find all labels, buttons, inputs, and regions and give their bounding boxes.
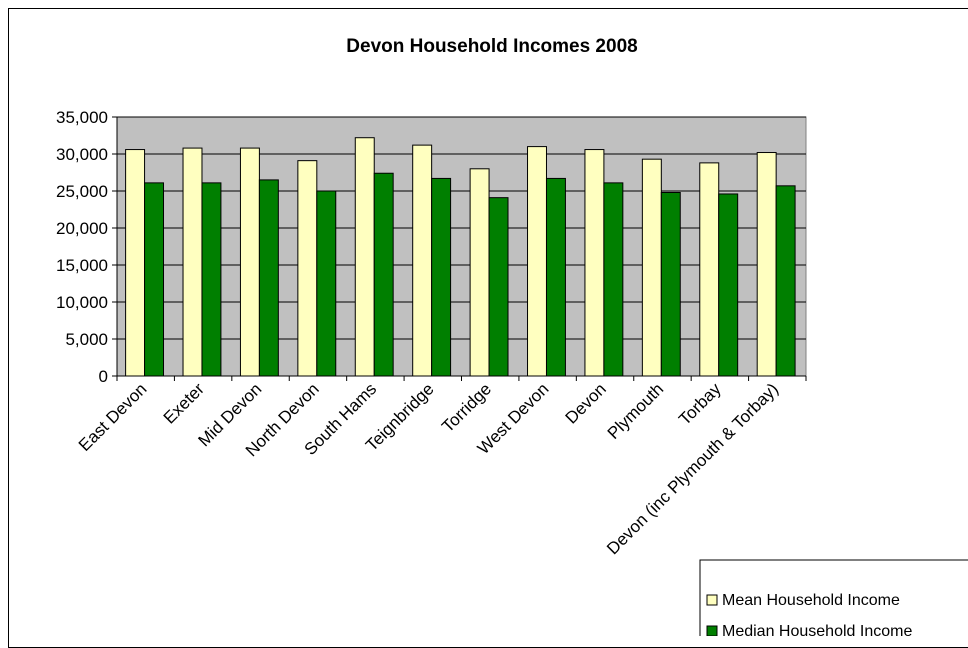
bar-mean-household-income (641, 158, 662, 377)
axes (116, 117, 807, 381)
bar-median-household-income (201, 182, 222, 377)
y-axis-ticks: 0 5,000 10,000 15,000 20,000 25,000 30,000 35,0… (56, 108, 117, 386)
bars (125, 137, 796, 377)
x-category-label: Exeter (160, 379, 208, 427)
bar-median-household-income (373, 172, 394, 377)
y-tick-label: 5,000 (65, 330, 108, 349)
x-category-label: East Devon (75, 379, 151, 455)
y-tick-label: 0 (99, 367, 108, 386)
bar-median-household-income (718, 193, 739, 377)
legend-box (699, 559, 968, 636)
chart-title: Devon Household Incomes 2008 (346, 36, 637, 57)
y-tick-label: 25,000 (56, 182, 108, 201)
legend-swatch-median (706, 625, 718, 636)
bar-mean-household-income (699, 162, 720, 377)
bar-median-household-income (660, 191, 681, 377)
y-tick-label: 30,000 (56, 145, 108, 164)
legend-swatch-mean (706, 594, 718, 606)
bar-median-household-income (144, 182, 165, 377)
y-tick-label: 35,000 (56, 108, 108, 127)
x-category-label: Plymouth (604, 379, 668, 443)
y-tick-label: 20,000 (56, 219, 108, 238)
bar-mean-household-income (354, 137, 375, 377)
bar-median-household-income (775, 185, 796, 377)
bar-mean-household-income (756, 152, 777, 377)
bar-mean-household-income (469, 168, 490, 377)
bar-median-household-income (258, 179, 279, 377)
bar-median-household-income (431, 177, 452, 377)
bar-median-household-income (603, 182, 624, 377)
x-category-label: Torbay (675, 379, 725, 429)
bar-mean-household-income (412, 144, 433, 377)
gridlines (117, 116, 806, 340)
legend: Mean Household Income Median Household I… (699, 559, 968, 636)
legend-label-median: Median Household Income (722, 623, 912, 636)
x-category-label: Torridge (438, 379, 495, 436)
legend-label-mean: Mean Household Income (722, 592, 900, 609)
bar-mean-household-income (239, 147, 260, 377)
y-tick-label: 15,000 (56, 256, 108, 275)
bar-mean-household-income (297, 160, 318, 377)
bar-mean-household-income (125, 149, 146, 377)
bar-median-household-income (316, 190, 337, 377)
y-tick-label: 10,000 (56, 293, 108, 312)
plot-area (116, 116, 807, 377)
bar-median-household-income (545, 177, 566, 377)
bar-mean-household-income (527, 146, 547, 377)
bar-median-household-income (488, 197, 509, 377)
bar-mean-household-income (584, 149, 605, 377)
x-category-label: Devon (562, 379, 610, 427)
bar-mean-household-income (182, 147, 203, 377)
